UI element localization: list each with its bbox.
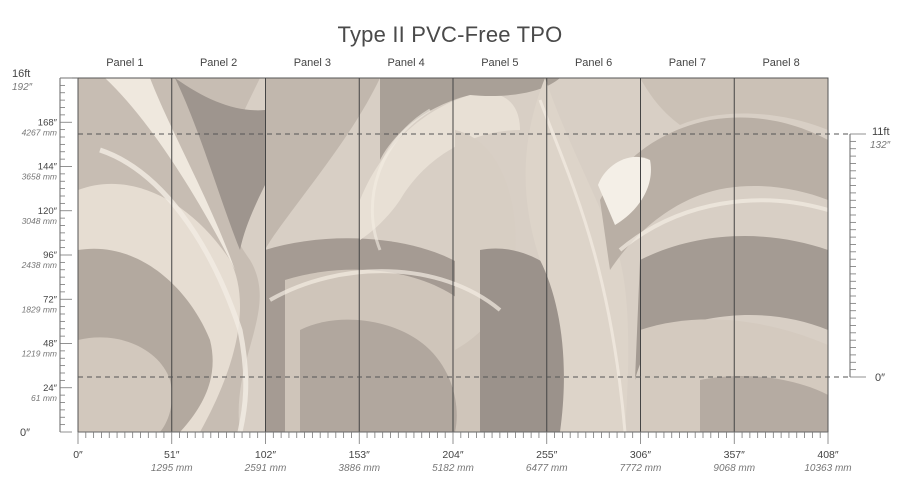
left-top-in-label: 192″ [12, 82, 33, 93]
right-ruler-ticks [850, 133, 866, 378]
bottom-tick-inches: 102″ [255, 449, 277, 461]
left-ruler-ticks [60, 77, 72, 433]
panel-label: Panel 8 [762, 57, 799, 69]
panel-label: Panel 7 [669, 57, 706, 69]
bottom-ruler-labels: 0″ 51″ 1295 mm 102″ 2591 mm 153″ 3886 mm 204″ 51… [73, 449, 851, 474]
panel-label: Panel 3 [294, 57, 331, 69]
panel-label: Panel 4 [387, 57, 424, 69]
left-tick-inches: 96″ [43, 250, 58, 261]
right-top-ft-label: 11ft [872, 126, 890, 138]
panel-label: Panel 5 [481, 57, 518, 69]
left-tick-mm: 1829 mm [22, 304, 57, 314]
left-tick-mm: 2438 mm [21, 260, 57, 270]
left-top-ft-label: 16ft [12, 68, 30, 80]
panel-labels: Panel 1 Panel 2 Panel 3 Panel 4 Panel 5 Panel… [106, 57, 800, 69]
left-ruler-labels: 168″4267 mm 144″3658 mm 120″3048 mm 96″2438… [21, 117, 58, 403]
right-zero-label: 0″ [875, 372, 885, 384]
bottom-tick-inches: 0″ [73, 449, 83, 461]
panel-label: Panel 1 [106, 57, 143, 69]
bottom-tick-mm: 5182 mm [432, 463, 474, 474]
left-tick-mm: 4267 mm [22, 127, 57, 137]
panel-label: Panel 2 [200, 57, 237, 69]
left-tick-mm: 3658 mm [22, 172, 57, 182]
bottom-tick-mm: 3886 mm [338, 463, 380, 474]
left-tick-mm: 61 mm [31, 393, 57, 403]
bottom-tick-inches: 408″ [817, 449, 839, 461]
bottom-tick-inches: 204″ [442, 449, 464, 461]
page-title: Type II PVC-Free TPO [337, 22, 563, 47]
bottom-ruler-ticks [77, 432, 829, 444]
bottom-tick-inches: 153″ [349, 449, 371, 461]
bottom-tick-mm: 6477 mm [526, 463, 568, 474]
right-top-in-label: 132″ [870, 140, 891, 151]
bottom-tick-inches: 51″ [164, 449, 180, 461]
bottom-tick-mm: 7772 mm [620, 463, 662, 474]
left-tick-inches: 72″ [43, 294, 58, 305]
left-tick-inches: 24″ [43, 383, 58, 394]
bottom-tick-mm: 10363 mm [804, 463, 851, 474]
bottom-tick-inches: 255″ [536, 449, 558, 461]
left-tick-inches: 120″ [38, 206, 58, 217]
bottom-tick-inches: 357″ [724, 449, 746, 461]
left-tick-inches: 48″ [43, 339, 58, 350]
left-tick-mm: 3048 mm [22, 216, 57, 226]
panel-label: Panel 6 [575, 57, 612, 69]
bottom-tick-inches: 306″ [630, 449, 652, 461]
left-tick-mm: 1219 mm [22, 349, 57, 359]
panel-dividers [171, 78, 735, 432]
bottom-tick-mm: 2591 mm [244, 463, 287, 474]
left-tick-inches: 168″ [38, 117, 58, 128]
left-tick-inches: 144″ [38, 162, 58, 173]
left-zero-label: 0″ [20, 427, 30, 439]
bottom-tick-mm: 9068 mm [713, 463, 755, 474]
bottom-tick-mm: 1295 mm [151, 463, 193, 474]
